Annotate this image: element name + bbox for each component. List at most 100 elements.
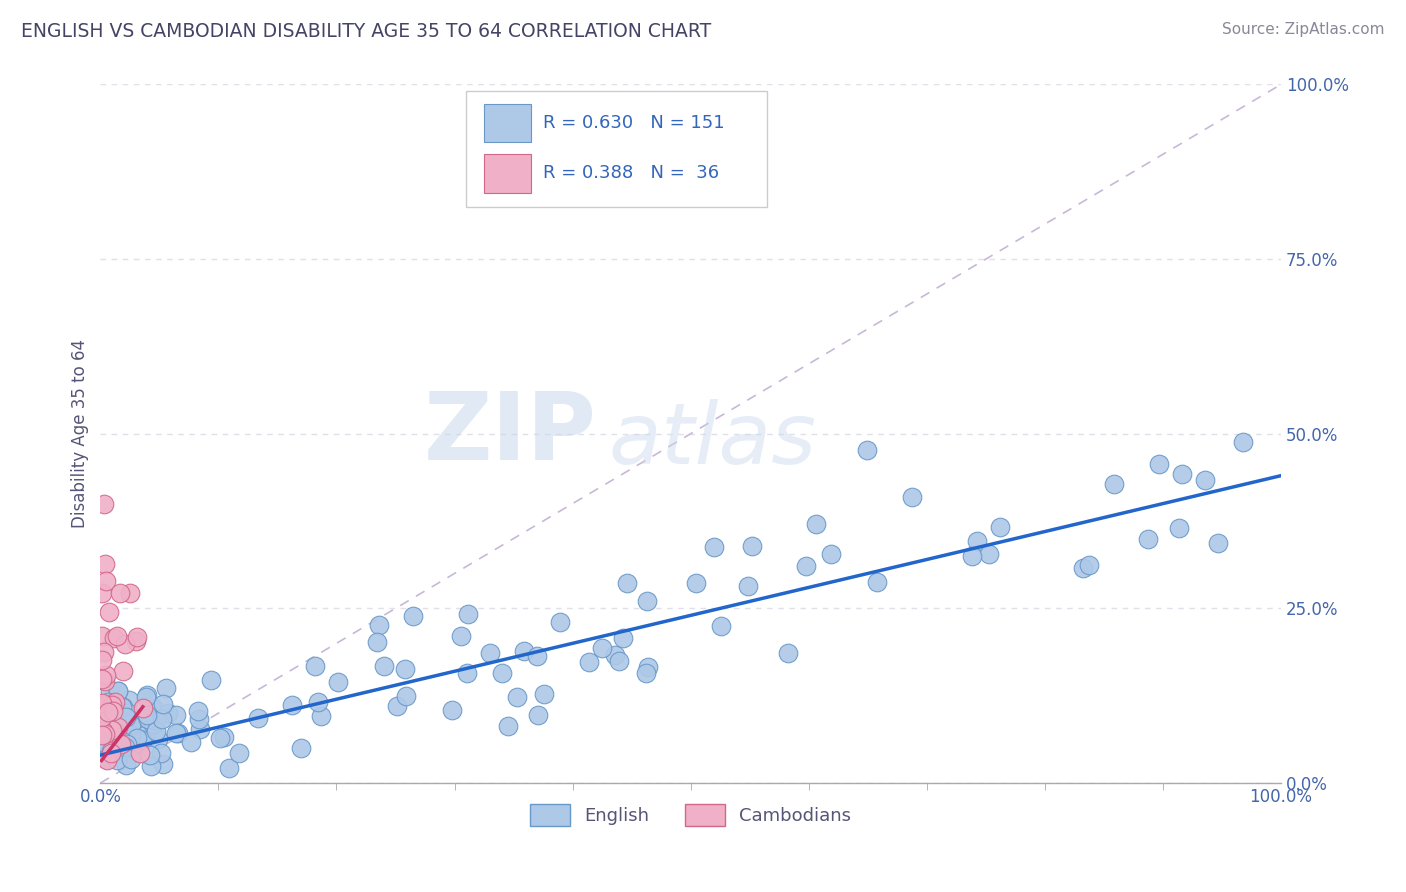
Text: R = 0.630   N = 151: R = 0.630 N = 151 (543, 114, 724, 132)
Point (1171, 467, 1194, 481)
Point (136, 712, 159, 726)
Point (152, 697, 174, 711)
Point (97, 695, 120, 709)
Point (94, 667, 117, 681)
Point (478, 646, 501, 660)
Point (112, 664, 135, 678)
Point (1206, 535, 1229, 549)
Point (804, 517, 827, 532)
Point (187, 704, 209, 718)
Point (115, 738, 138, 752)
Point (166, 726, 188, 740)
Point (506, 690, 529, 704)
Point (309, 709, 332, 723)
Point (114, 706, 136, 721)
Point (90, 702, 112, 716)
Point (856, 442, 879, 457)
Point (93, 698, 115, 713)
Point (90, 697, 112, 711)
Point (636, 594, 658, 608)
Point (90, 710, 112, 724)
Point (103, 631, 125, 645)
Point (98, 734, 121, 748)
Legend: English, Cambodians: English, Cambodians (523, 797, 859, 833)
Point (150, 712, 173, 726)
Point (145, 713, 167, 727)
Point (1194, 473, 1216, 487)
Point (1137, 533, 1160, 547)
Point (247, 711, 270, 725)
Point (103, 729, 125, 743)
Point (188, 722, 211, 736)
Point (1077, 558, 1099, 573)
Point (637, 660, 659, 674)
Point (1232, 435, 1254, 450)
Point (228, 746, 250, 760)
Point (120, 710, 142, 724)
Point (132, 701, 155, 715)
Point (115, 757, 138, 772)
Point (108, 698, 131, 712)
Point (101, 723, 124, 737)
Point (1104, 477, 1126, 491)
Text: R = 0.388   N =  36: R = 0.388 N = 36 (543, 164, 720, 182)
Point (290, 741, 312, 756)
Point (115, 710, 138, 724)
Point (93, 674, 115, 689)
Point (112, 700, 135, 714)
Point (124, 633, 146, 648)
Point (737, 578, 759, 592)
Point (114, 739, 136, 754)
Point (93, 732, 115, 747)
Point (966, 533, 988, 548)
Text: ENGLISH VS CAMBODIAN DISABILITY AGE 35 TO 64 CORRELATION CHART: ENGLISH VS CAMBODIAN DISABILITY AGE 35 T… (21, 22, 711, 41)
Point (90, 629, 112, 643)
Point (120, 718, 142, 732)
Point (607, 654, 630, 668)
Point (100, 739, 122, 753)
Point (96, 752, 118, 766)
Point (122, 712, 145, 726)
Point (526, 708, 548, 723)
Point (135, 690, 157, 705)
Point (93, 743, 115, 757)
Point (778, 646, 800, 660)
Point (1071, 561, 1094, 575)
Point (120, 751, 142, 765)
Point (117, 730, 139, 744)
Point (866, 574, 889, 589)
Point (98, 684, 121, 698)
Point (103, 726, 125, 740)
Point (114, 637, 136, 651)
Point (304, 659, 326, 673)
Point (127, 731, 149, 746)
Point (578, 655, 600, 669)
Point (142, 701, 165, 715)
Point (308, 695, 330, 709)
Point (456, 665, 478, 680)
Point (94, 574, 117, 589)
Point (108, 586, 131, 600)
Point (118, 586, 141, 600)
Point (900, 490, 922, 504)
Point (112, 714, 135, 729)
Point (97, 705, 120, 719)
Point (326, 674, 349, 689)
Point (281, 698, 304, 712)
Point (90, 653, 112, 667)
Point (977, 547, 1000, 561)
Point (120, 728, 142, 742)
Point (114, 722, 136, 736)
Point (402, 608, 425, 623)
Point (165, 708, 187, 723)
Point (94, 557, 117, 571)
Point (108, 726, 131, 740)
Point (142, 717, 165, 731)
Point (93, 497, 115, 511)
Point (104, 720, 127, 734)
Point (550, 615, 572, 629)
Point (155, 681, 177, 695)
Point (152, 757, 174, 772)
Point (90, 728, 112, 742)
Point (108, 738, 131, 752)
